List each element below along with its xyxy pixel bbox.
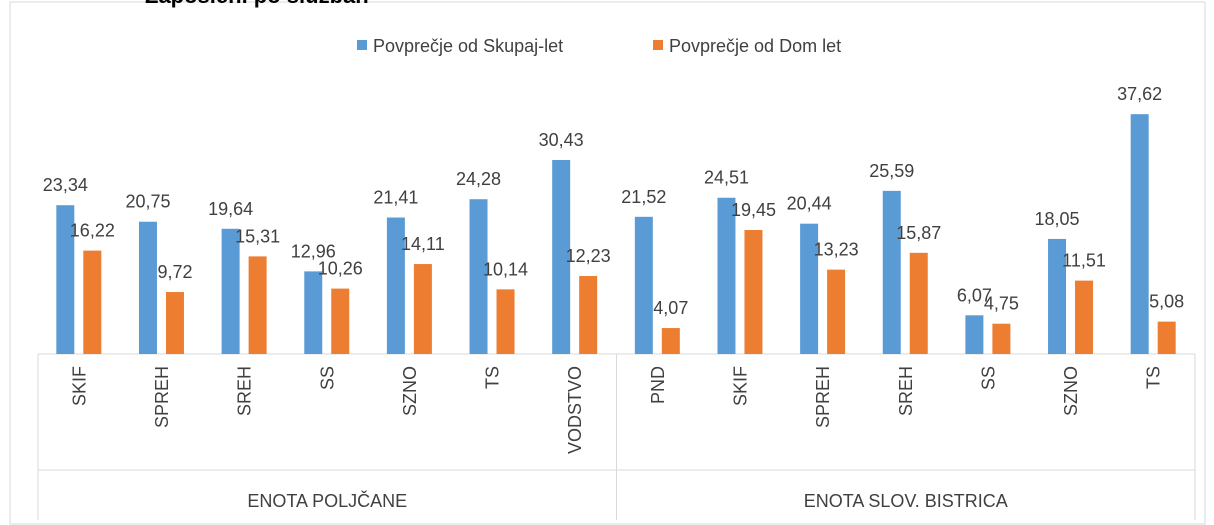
value-label: 12,23 (566, 246, 611, 266)
x-tick-label: SS (317, 366, 337, 390)
legend-label: Povprečje od Dom let (669, 36, 841, 56)
group-label: ENOTA SLOV. BISTRICA (804, 491, 1008, 511)
bar (165, 292, 184, 354)
x-tick-label: VODSTVO (565, 366, 585, 454)
bar (413, 264, 432, 354)
value-label: 15,87 (896, 223, 941, 243)
value-label: 24,51 (704, 168, 749, 188)
group-label: ENOTA POLJČANE (247, 490, 407, 511)
bar (579, 276, 598, 354)
bar (1130, 114, 1149, 354)
value-label: 21,41 (373, 188, 418, 208)
x-tick-label: SZNO (1061, 366, 1081, 416)
value-label: 21,52 (621, 187, 666, 207)
bar (827, 269, 846, 354)
value-label: 19,64 (208, 199, 253, 219)
value-label: 4,75 (984, 294, 1019, 314)
bar (248, 256, 267, 354)
value-label: 11,51 (1062, 251, 1106, 271)
bar (304, 271, 323, 354)
bar (965, 315, 984, 354)
value-label: 10,14 (483, 259, 528, 279)
x-tick-label: SPREH (813, 366, 833, 428)
bar (1048, 238, 1067, 354)
bar (469, 199, 488, 354)
bar (386, 217, 405, 354)
value-label: 10,26 (318, 259, 363, 279)
bar (744, 230, 763, 354)
x-tick-label: PND (648, 366, 668, 404)
value-label: 30,43 (539, 130, 584, 150)
bar (331, 288, 350, 354)
bar (992, 323, 1011, 354)
value-label: 20,44 (787, 194, 832, 214)
legend-swatch (357, 40, 367, 50)
value-label: 14,11 (401, 234, 445, 254)
x-tick-label: SS (978, 366, 998, 390)
chart-border (9, 1, 1206, 525)
value-label: 24,28 (456, 169, 501, 189)
bar (717, 197, 736, 354)
legend-label: Povprečje od Skupaj-let (373, 36, 563, 56)
value-label: 9,72 (157, 262, 192, 282)
bar (661, 328, 680, 354)
value-label: 18,05 (1035, 209, 1080, 229)
value-label: 5,08 (1149, 292, 1184, 312)
bar (1075, 280, 1094, 354)
value-label: 13,23 (814, 240, 859, 260)
bar (56, 205, 75, 354)
value-label: 16,22 (70, 221, 115, 241)
value-label: 12,96 (291, 241, 336, 261)
x-tick-label: SKIF (730, 366, 750, 406)
value-label: 4,07 (653, 298, 688, 318)
x-tick-label: SREH (235, 366, 255, 416)
value-label: 15,31 (235, 226, 280, 246)
bar (552, 160, 571, 354)
bar (496, 289, 515, 354)
value-label: 37,62 (1117, 84, 1162, 104)
bar (909, 252, 928, 354)
value-label: 20,75 (125, 192, 170, 212)
value-label: 25,59 (869, 161, 914, 181)
bar (138, 221, 157, 354)
value-label: 6,07 (957, 285, 992, 305)
x-tick-label: TS (1144, 366, 1164, 389)
x-tick-label: SKIF (69, 366, 89, 406)
chart-title: Zaposleni po službah (145, 0, 369, 8)
bar (1157, 321, 1176, 354)
value-label: 23,34 (43, 175, 88, 195)
bar (882, 190, 901, 354)
bar (634, 216, 653, 354)
value-label: 19,45 (731, 200, 776, 220)
legend-swatch (653, 40, 663, 50)
bar (800, 223, 819, 354)
x-tick-label: SZNO (400, 366, 420, 416)
x-tick-label: TS (483, 366, 503, 389)
x-tick-label: SPREH (152, 366, 172, 428)
bar (221, 228, 240, 354)
bar (83, 250, 102, 354)
x-tick-label: SREH (896, 366, 916, 416)
